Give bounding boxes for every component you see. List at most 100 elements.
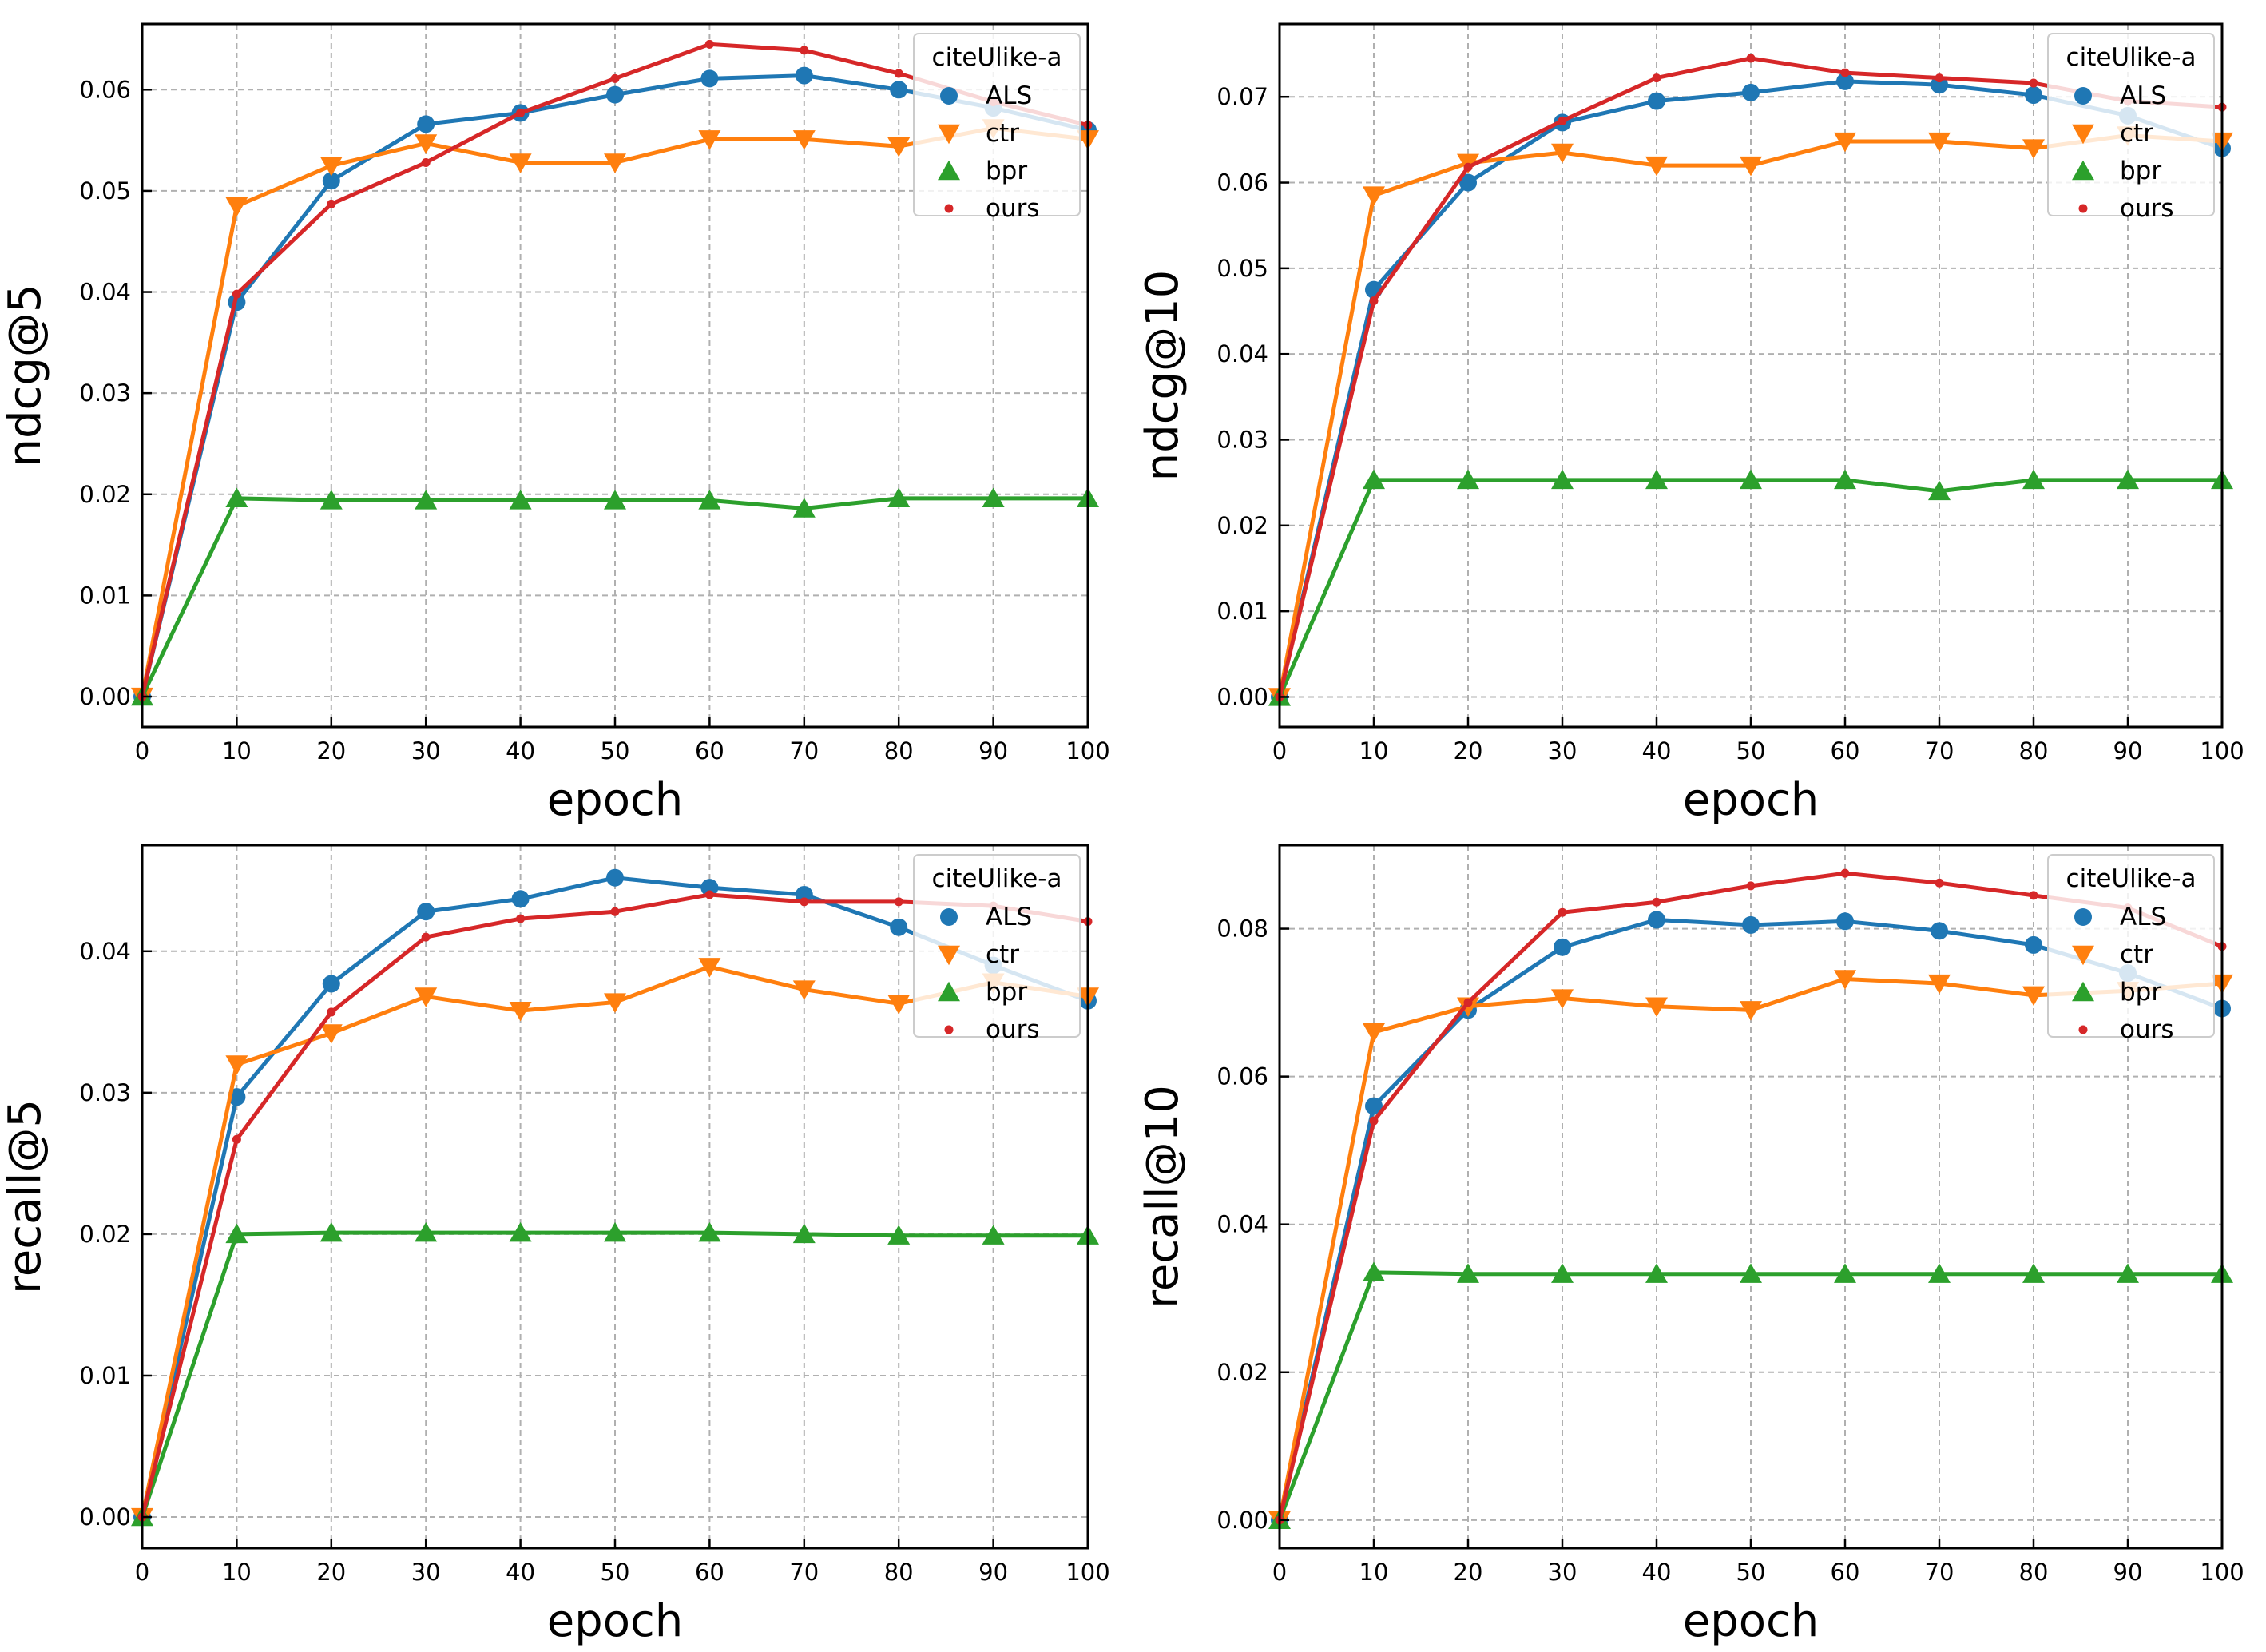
data-point-als [1365,1097,1383,1115]
y-tick-label: 0.08 [1216,915,1268,943]
x-tick-label: 80 [884,737,914,764]
x-tick-label: 80 [884,1559,914,1586]
legend-box [913,33,1081,216]
data-point-als [417,115,435,133]
data-point-ctr [2022,139,2045,159]
x-tick-label: 30 [1548,737,1577,764]
data-point-als [795,66,813,85]
legend-label-bpr: bpr [986,978,1027,1007]
data-point-ctr [698,958,721,978]
data-point-bpr [1457,469,1479,490]
legend-label-als: ALS [986,903,1032,931]
data-point-ours [800,897,809,907]
x-tick-label: 20 [316,1559,346,1586]
x-tick-label: 80 [2019,1559,2049,1586]
x-tick-label: 20 [1454,737,1483,764]
data-point-ours [421,932,431,942]
legend-marker-ours [2078,1025,2088,1034]
data-point-ours [894,897,903,907]
data-point-ours [421,157,431,167]
x-tick-label: 0 [1272,737,1287,764]
x-tick-label: 30 [411,1559,441,1586]
x-axis-label: epoch [1683,774,1820,826]
x-tick-label: 100 [1066,737,1109,764]
data-point-ctr [1740,156,1762,177]
data-point-bpr [604,1221,626,1242]
data-point-als [1648,92,1665,110]
x-tick-label: 50 [1736,1559,1766,1586]
legend-label-ours: ours [986,194,1040,223]
data-point-ours [327,199,336,208]
data-point-als [795,885,813,903]
x-axis-label: epoch [547,774,684,826]
legend-label-ctr: ctr [986,119,1019,148]
x-tick-label: 0 [1272,1559,1287,1586]
x-tick-label: 40 [1642,1559,1672,1586]
data-point-ctr [887,995,911,1015]
x-tick-label: 90 [2113,737,2143,764]
x-tick-label: 50 [601,737,630,764]
data-point-ctr [1645,997,1668,1018]
legend-marker-als [2074,908,2092,926]
data-point-ctr [604,153,626,173]
legend-label-ctr: ctr [2120,940,2153,969]
data-point-bpr [698,490,721,510]
data-point-bpr [1740,469,1762,490]
data-point-ctr [1551,143,1574,164]
data-point-ours [1652,897,1661,907]
data-point-bpr [1645,1263,1668,1283]
data-point-als [322,975,340,993]
data-point-ours [516,108,526,117]
legend-title: citeUlike-a [2066,43,2197,72]
legend-marker-ours [944,1025,954,1034]
data-point-ctr [225,197,248,217]
y-tick-label: 0.01 [79,582,131,609]
x-tick-label: 30 [411,737,441,764]
chart-panel-3: 0 10 20 30 40 50 60 70 80 90 100 0.00 0.01 0.02 0.03 0.… [0,844,1110,1647]
data-point-als [606,868,624,887]
legend-marker-bpr [938,160,960,181]
data-point-als [322,172,340,190]
data-point-als [1931,76,1948,94]
legend-marker-ctr [938,124,960,145]
x-tick-label: 60 [1831,1559,1860,1586]
data-point-bpr [509,490,532,510]
data-point-bpr [1834,469,1856,490]
y-axis-label: ndcg@5 [0,284,51,467]
data-point-als [417,903,435,921]
legend-label-bpr: bpr [2120,978,2161,1007]
data-point-ours [1463,162,1473,172]
legend-label-ours: ours [986,1015,1040,1044]
legend-label-bpr: bpr [2120,157,2161,185]
data-point-bpr [887,1225,911,1245]
legend-label-als: ALS [2120,903,2166,931]
data-point-als [700,69,719,88]
y-tick-label: 0.01 [79,1362,131,1389]
legend-title: citeUlike-a [932,864,1062,893]
legend-marker-bpr [2072,981,2094,1002]
data-point-bpr [604,490,626,510]
y-tick-label: 0.02 [1216,1359,1268,1386]
data-point-ours [800,46,809,55]
chart-panel-1: 0 10 20 30 40 50 60 70 80 90 100 0.00 0.01 0.02 0.03 0.… [0,22,1110,826]
data-point-ctr [1363,186,1385,206]
data-point-bpr [415,490,438,510]
data-point-bpr [2022,469,2045,490]
data-point-bpr [1363,1261,1385,1282]
legend-label-als: ALS [986,81,1032,110]
data-point-bpr [225,1223,248,1244]
data-point-ours [1840,68,1850,77]
data-point-ctr [509,153,532,173]
data-point-ours [610,907,620,916]
legend-label-bpr: bpr [986,157,1027,185]
legend-marker-als [940,87,958,105]
x-axis-label: epoch [547,1595,684,1647]
x-tick-label: 40 [506,1559,535,1586]
data-point-bpr [1834,1263,1856,1283]
y-tick-label: 0.04 [79,279,131,306]
y-tick-label: 0.01 [1216,598,1268,625]
legend-title: citeUlike-a [932,43,1062,72]
y-tick-label: 0.03 [1216,426,1268,453]
y-tick-label: 0.05 [79,177,131,205]
legend-label-ours: ours [2120,1015,2174,1044]
